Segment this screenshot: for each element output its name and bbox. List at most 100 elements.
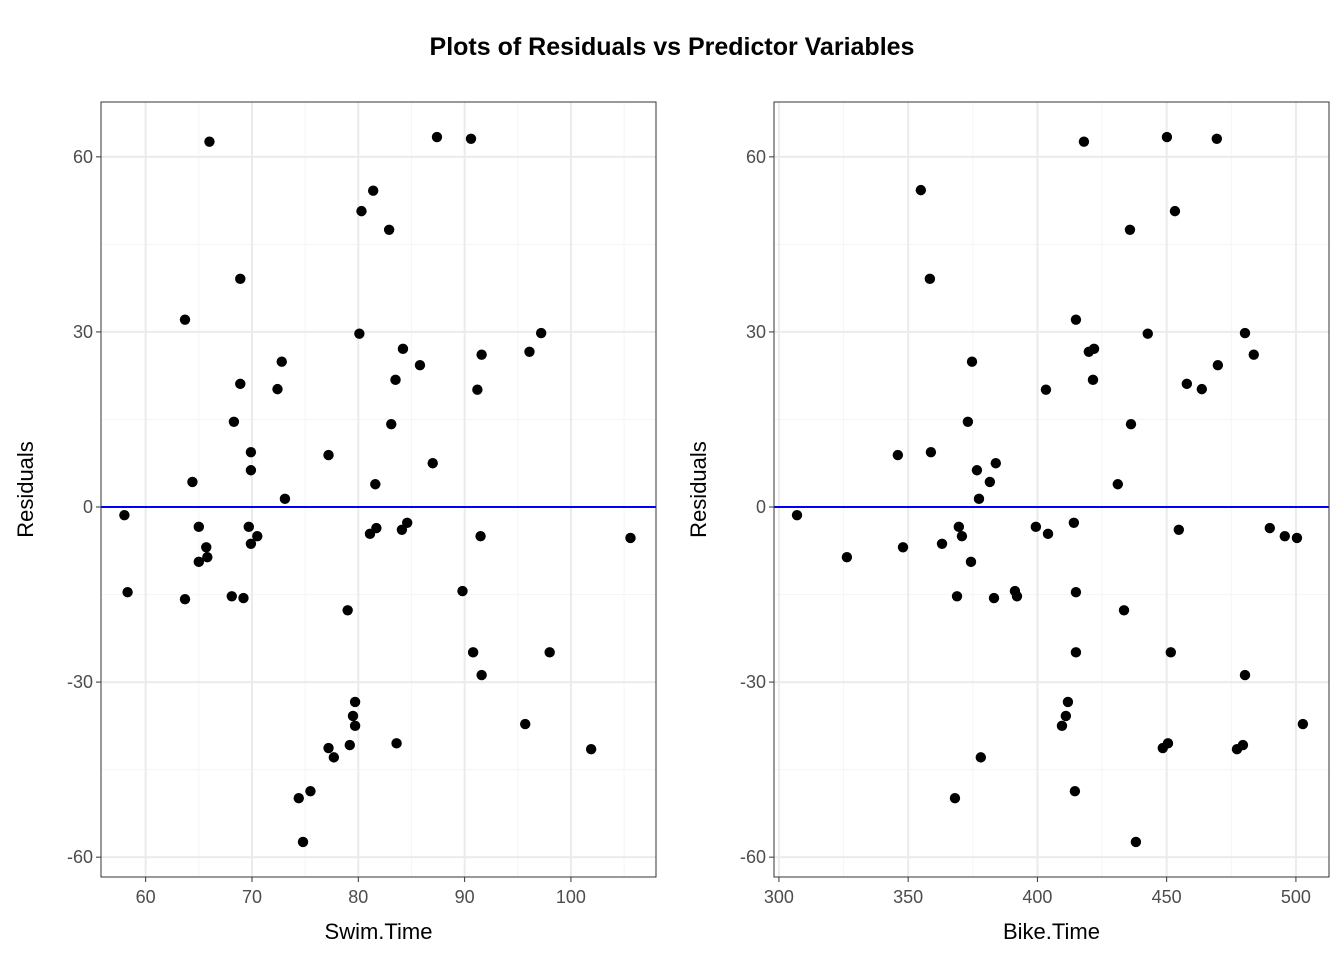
data-point (476, 349, 487, 360)
data-point (356, 205, 367, 217)
data-point (1212, 359, 1224, 371)
chart-title: Plots of Residuals vs Predictor Variable… (430, 33, 915, 61)
x-tick-label: 350 (893, 887, 923, 907)
panel-2: 300 350 400 450 500 -60 -30 0 30 60 Bike.Time Resid… (686, 101, 1330, 944)
data-point (119, 509, 130, 521)
y-tick-label: 0 (83, 497, 93, 517)
data-point (245, 465, 257, 476)
data-point (1069, 786, 1081, 797)
data-point (1165, 647, 1176, 658)
data-point (990, 458, 1001, 469)
data-point (476, 669, 487, 681)
data-point (414, 359, 426, 371)
data-point (397, 343, 409, 355)
data-point (431, 131, 443, 143)
data-point (1030, 521, 1042, 533)
data-point (276, 356, 287, 367)
data-point (1087, 374, 1099, 385)
data-point (390, 374, 401, 385)
data-point (179, 314, 191, 325)
data-point (235, 273, 246, 285)
data-point (344, 739, 355, 751)
panel-border (773, 101, 1330, 878)
data-point (202, 551, 213, 563)
y-tick-label: -30 (740, 672, 766, 692)
data-point (1112, 479, 1124, 490)
y-tick-label: -30 (67, 672, 93, 692)
data-point (951, 591, 963, 602)
data-point (238, 592, 249, 604)
x-tick-label: 60 (136, 887, 156, 907)
data-point (953, 521, 965, 533)
data-point (1040, 384, 1052, 395)
x-tick-label: 90 (455, 887, 475, 907)
data-point (475, 530, 486, 542)
y-tick-label: -60 (740, 847, 766, 867)
data-point (187, 476, 198, 488)
data-point (391, 738, 402, 749)
data-point (1239, 327, 1251, 339)
data-point (1070, 647, 1082, 658)
data-point (323, 449, 334, 461)
data-point (1060, 710, 1072, 722)
x-axis-label: Swim.Time (325, 919, 433, 944)
data-point (1169, 205, 1181, 217)
data-point (472, 384, 483, 395)
data-point (427, 458, 438, 469)
data-point (1161, 131, 1173, 143)
data-point (349, 720, 361, 732)
data-point (1297, 718, 1309, 730)
y-tick-label: -60 (67, 847, 93, 867)
data-point (204, 136, 215, 147)
x-tick-label: 500 (1281, 887, 1311, 907)
data-point (252, 530, 263, 542)
data-point (1011, 591, 1023, 602)
data-point (1237, 739, 1249, 751)
data-point (1124, 224, 1136, 236)
y-tick-label: 30 (73, 322, 93, 342)
data-point (1062, 696, 1074, 708)
y-tick-label: 30 (746, 322, 766, 342)
y-axis-label: Residuals (13, 441, 38, 538)
data-point (243, 521, 254, 533)
data-point (966, 356, 978, 367)
data-point (228, 416, 240, 428)
data-point (305, 786, 316, 797)
x-tick-label: 300 (764, 887, 794, 907)
data-point (226, 591, 237, 602)
y-axis-label: Residuals (686, 441, 711, 538)
data-point (383, 224, 395, 236)
y-tick-label: 60 (746, 147, 766, 167)
data-point (465, 133, 477, 144)
data-point (193, 521, 205, 533)
data-point (984, 476, 996, 488)
data-point (1070, 587, 1082, 598)
data-point (975, 752, 987, 763)
data-point (1196, 383, 1208, 395)
x-tick-label: 450 (1152, 887, 1182, 907)
data-point (1162, 738, 1174, 749)
data-point (962, 416, 974, 428)
data-point (1056, 720, 1068, 732)
y-tick-label: 0 (756, 497, 766, 517)
data-point (179, 594, 191, 605)
data-point (924, 273, 936, 285)
data-point (925, 446, 937, 458)
data-point (1291, 532, 1303, 544)
y-tick-label: 60 (73, 147, 93, 167)
data-point (1211, 133, 1223, 144)
data-point (235, 378, 246, 390)
data-point (245, 538, 257, 549)
panel-1: 60 70 80 90 100 -60 -30 0 30 60 Swim.Time Residuals (13, 101, 657, 944)
data-point (349, 696, 361, 708)
data-point (625, 532, 636, 544)
data-point (1279, 530, 1290, 542)
data-point (193, 556, 205, 568)
data-point (297, 836, 309, 848)
x-tick-label: 70 (242, 887, 262, 907)
data-point (467, 647, 479, 658)
data-point (293, 793, 304, 804)
data-point (897, 542, 909, 553)
data-point (367, 185, 379, 196)
data-point (1130, 836, 1142, 848)
